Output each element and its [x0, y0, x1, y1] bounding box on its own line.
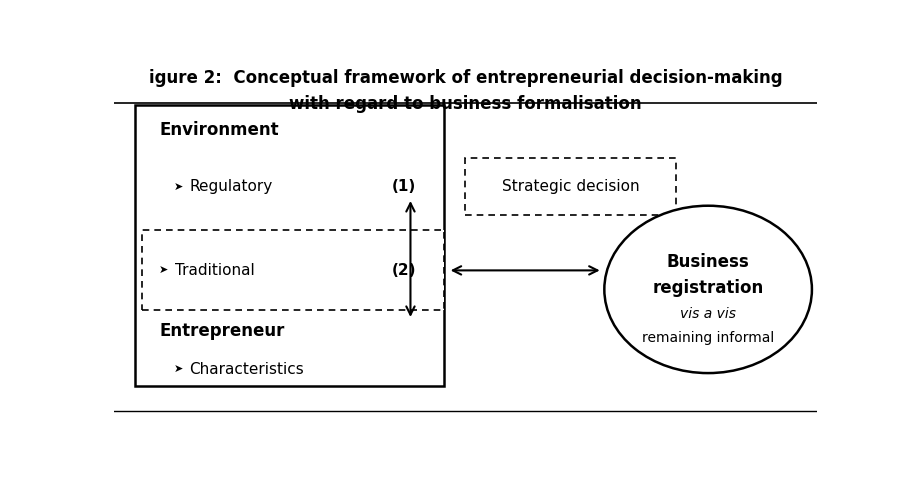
Bar: [134, 105, 444, 386]
Text: Regulatory: Regulatory: [190, 179, 272, 194]
Bar: [466, 158, 676, 215]
Text: igure 2:  Conceptual framework of entrepreneurial decision-making: igure 2: Conceptual framework of entrepr…: [149, 69, 782, 87]
Text: ➤: ➤: [159, 265, 169, 275]
Text: Business: Business: [666, 253, 749, 271]
Text: with regard to business formalisation: with regard to business formalisation: [289, 95, 642, 114]
Text: ➤: ➤: [173, 364, 183, 374]
Text: registration: registration: [653, 279, 764, 297]
Text: (2): (2): [391, 263, 416, 278]
Text: vis a vis: vis a vis: [680, 307, 736, 321]
Text: Entrepreneur: Entrepreneur: [159, 322, 284, 340]
Text: Characteristics: Characteristics: [190, 362, 304, 377]
Ellipse shape: [605, 206, 812, 373]
Text: Environment: Environment: [159, 121, 279, 139]
Text: remaining informal: remaining informal: [642, 330, 775, 345]
Text: Traditional: Traditional: [175, 263, 255, 278]
Text: Strategic decision: Strategic decision: [502, 179, 640, 194]
Text: ➤: ➤: [173, 182, 183, 192]
Text: (1): (1): [391, 179, 416, 194]
Bar: [142, 230, 444, 310]
